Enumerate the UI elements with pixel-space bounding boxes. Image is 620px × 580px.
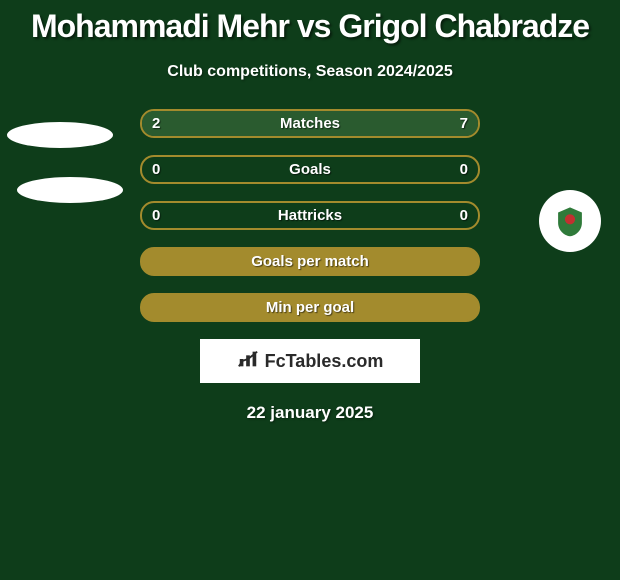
stat-value-left: 0 bbox=[152, 207, 160, 224]
stat-value-right: 0 bbox=[460, 207, 468, 224]
comparison-bars: 2 Matches 7 0 Goals 0 0 Hattricks 0 Goals per mat… bbox=[140, 109, 480, 322]
subtitle: Club competitions, Season 2024/2025 bbox=[0, 63, 620, 81]
stat-row-min-per-goal: Min per goal bbox=[140, 293, 480, 322]
date-label: 22 january 2025 bbox=[0, 403, 620, 423]
logo-text: FcTables.com bbox=[265, 351, 384, 372]
stat-value-right: 0 bbox=[460, 161, 468, 178]
stat-row-matches: 2 Matches 7 bbox=[140, 109, 480, 138]
stat-label: Matches bbox=[280, 115, 340, 132]
club-emblem-icon bbox=[553, 204, 587, 238]
stat-value-left: 2 bbox=[152, 115, 160, 132]
chart-icon bbox=[237, 348, 259, 375]
player-left-avatar-placeholder-2 bbox=[17, 177, 123, 203]
stat-label: Goals per match bbox=[251, 253, 369, 270]
stat-value-right: 7 bbox=[460, 115, 468, 132]
stat-label: Hattricks bbox=[278, 207, 342, 224]
page-title: Mohammadi Mehr vs Grigol Chabradze bbox=[0, 0, 620, 45]
bar-fill-right bbox=[216, 111, 478, 136]
player-left-avatar-placeholder-1 bbox=[7, 122, 113, 148]
stat-row-hattricks: 0 Hattricks 0 bbox=[140, 201, 480, 230]
stat-row-goals-per-match: Goals per match bbox=[140, 247, 480, 276]
stat-value-left: 0 bbox=[152, 161, 160, 178]
stat-row-goals: 0 Goals 0 bbox=[140, 155, 480, 184]
site-logo: FcTables.com bbox=[200, 339, 420, 383]
stat-label: Min per goal bbox=[266, 299, 354, 316]
stat-label: Goals bbox=[289, 161, 331, 178]
club-badge bbox=[539, 190, 601, 252]
